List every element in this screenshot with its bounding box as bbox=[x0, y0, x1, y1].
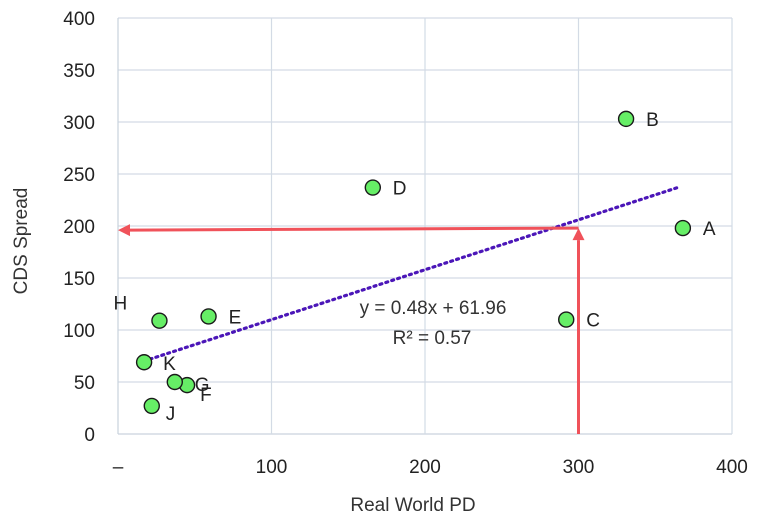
y-tick-label: 250 bbox=[63, 165, 95, 186]
x-tick-label: 400 bbox=[716, 457, 748, 478]
point-label-K: K bbox=[163, 354, 176, 375]
data-point-K bbox=[135, 354, 153, 371]
x-tick-label: 100 bbox=[256, 457, 288, 478]
arrows bbox=[118, 224, 585, 434]
x-tick-labels: – 100 200 300 400 bbox=[113, 457, 748, 478]
data-point-J bbox=[143, 397, 160, 415]
y-tick-label: 100 bbox=[63, 321, 95, 342]
y-tick-label: 400 bbox=[63, 9, 95, 30]
y-tick-label: 150 bbox=[63, 269, 95, 290]
trendline-path bbox=[142, 185, 680, 363]
arrow-head-0 bbox=[572, 228, 585, 241]
y-tick-labels: 0 50 100 150 200 250 300 350 400 bbox=[63, 9, 95, 446]
data-point-D bbox=[364, 179, 382, 196]
point-label-F: F bbox=[200, 385, 212, 406]
trendline-equation: y = 0.48x + 61.96 bbox=[360, 298, 507, 319]
trendline-r-squared: R² = 0.57 bbox=[393, 328, 472, 349]
y-tick-label: 200 bbox=[63, 217, 95, 238]
trendline bbox=[142, 185, 680, 363]
point-label-D: D bbox=[393, 179, 407, 200]
point-labels: A B C D E FG H J K bbox=[113, 110, 715, 425]
y-tick-label: 0 bbox=[84, 425, 95, 446]
y-tick-label: 350 bbox=[63, 61, 95, 82]
x-axis-title: Real World PD bbox=[350, 495, 475, 516]
data-point-E bbox=[200, 308, 217, 325]
y-tick-label: 50 bbox=[74, 373, 95, 394]
point-label-C: C bbox=[586, 311, 600, 332]
arrow-head-1 bbox=[118, 224, 131, 237]
y-tick-label: 300 bbox=[63, 113, 95, 134]
data-points bbox=[135, 110, 692, 415]
x-tick-label: 200 bbox=[409, 457, 441, 478]
grid bbox=[117, 17, 733, 435]
data-point-B bbox=[617, 110, 635, 128]
point-label-E: E bbox=[229, 307, 242, 328]
data-point-H bbox=[151, 312, 168, 329]
data-point-A bbox=[674, 219, 692, 237]
point-label-G: G bbox=[195, 375, 210, 396]
point-label-B: B bbox=[646, 110, 659, 131]
x-tick-label: – bbox=[113, 457, 124, 478]
point-label-A: A bbox=[703, 219, 716, 240]
y-axis-title: CDS Spread bbox=[11, 188, 32, 295]
point-label-J: J bbox=[166, 404, 176, 425]
point-label-H: H bbox=[113, 294, 127, 315]
data-point-C bbox=[558, 311, 575, 328]
data-point-G bbox=[166, 373, 183, 391]
x-tick-label: 300 bbox=[563, 457, 595, 478]
arrow-shaft-1 bbox=[129, 226, 579, 232]
